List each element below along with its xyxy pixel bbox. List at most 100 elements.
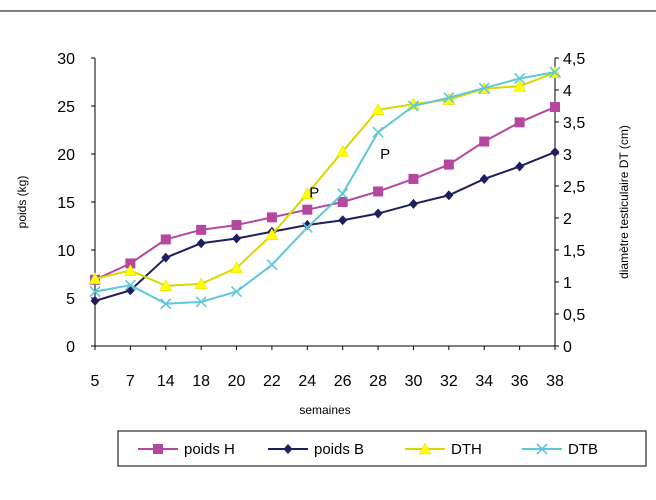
data-point-dtb (301, 222, 313, 234)
data-point-dtb (514, 72, 526, 85)
data-point-poids-h (266, 212, 277, 223)
x-marker-stroke (124, 279, 136, 291)
y-left-tick-label: 10 (57, 243, 75, 260)
y-right-tick-label: 4 (563, 83, 572, 100)
x-axis-title: semaines (299, 403, 350, 417)
x-tick-label: 38 (546, 373, 564, 390)
x-tick-label: 32 (440, 373, 458, 390)
y-left-tick-label: 0 (66, 339, 75, 356)
y-left-tick-label: 25 (57, 99, 75, 116)
data-point-poids-h (408, 173, 419, 184)
data-point-dth (513, 79, 527, 92)
x-tick-label: 18 (192, 373, 210, 390)
x-tick-label: 28 (369, 373, 387, 390)
legend-label: DTH (451, 441, 482, 458)
legend-label: poids H (184, 441, 235, 458)
data-point-poids-b (550, 147, 560, 158)
legend-label: poids B (314, 441, 364, 458)
data-point-poids-b (196, 238, 206, 249)
legend-swatch-marker (153, 444, 163, 454)
series-line-poids-b (94, 151, 556, 302)
data-point-dtb (195, 296, 207, 308)
y-left-tick-label: 30 (57, 51, 75, 68)
x-tick-label: 26 (334, 373, 352, 390)
y-right-tick-label: 0,5 (563, 307, 585, 324)
data-point-dth (300, 187, 314, 199)
data-point-poids-b (161, 252, 171, 263)
data-point-dth (265, 228, 279, 240)
data-point-poids-h (373, 186, 384, 197)
legend-item-dth: DTH (405, 441, 482, 458)
data-point-poids-h (479, 136, 490, 147)
x-marker-stroke (89, 286, 101, 298)
y-right-tick-label: 2 (563, 211, 572, 228)
series-dtb (89, 66, 561, 310)
y-left-tick-label: 5 (66, 291, 75, 308)
legend-item-poids-b: poids B (268, 441, 364, 458)
legend-label: DTB (568, 441, 598, 458)
legend-item-poids-h: poids H (138, 441, 235, 458)
y-right-tick-label: 3,5 (563, 115, 585, 132)
y-right-tick-label: 1 (563, 275, 572, 292)
x-tick-label: 14 (157, 373, 175, 390)
x-marker-stroke (536, 443, 548, 455)
series-poids-b (90, 147, 560, 306)
data-point-poids-b (338, 215, 348, 226)
x-marker-stroke (372, 126, 384, 138)
data-point-poids-h (337, 197, 348, 207)
x-marker-stroke (195, 296, 207, 308)
data-point-poids-h (160, 234, 171, 245)
data-point-dth (371, 103, 385, 116)
x-marker-stroke (337, 188, 349, 200)
y-right-tick-label: 4,5 (563, 51, 585, 68)
data-point-poids-h (302, 204, 313, 215)
y-right-tick-label: 2,5 (563, 179, 585, 196)
series-line-dtb (94, 71, 556, 305)
y-axis-left-title: poids (kg) (15, 176, 29, 229)
data-point-dth (336, 144, 350, 157)
legend-swatch-marker (418, 442, 432, 455)
x-tick-label: 5 (91, 373, 100, 390)
y-right-tick-label: 0 (563, 339, 572, 356)
data-point-poids-h (125, 258, 136, 269)
x-tick-label: 7 (126, 373, 135, 390)
data-point-dtb (372, 126, 384, 138)
y-right-tick-label: 1,5 (563, 243, 585, 260)
x-marker-stroke (301, 222, 313, 234)
data-point-poids-h (196, 224, 207, 235)
x-tick-label: 20 (228, 373, 246, 390)
data-point-dtb (549, 66, 561, 78)
legend-swatch-marker (283, 444, 293, 454)
x-tick-label: 22 (263, 373, 281, 390)
data-point-poids-b (373, 208, 383, 219)
x-tick-label: 34 (475, 373, 493, 390)
data-point-poids-h (231, 220, 242, 231)
data-point-dtb (478, 82, 490, 94)
y-left-tick-label: 15 (57, 195, 75, 212)
data-point-poids-h (514, 117, 525, 128)
x-marker-stroke (266, 259, 278, 271)
series-poids-h (90, 101, 560, 285)
x-marker-stroke (407, 100, 420, 112)
data-point-poids-b (302, 220, 312, 231)
x-marker-stroke (549, 66, 561, 78)
x-marker-stroke (230, 286, 243, 298)
data-point-dtb (337, 188, 349, 200)
annotation-label: P (380, 146, 390, 163)
data-point-dth (230, 261, 243, 274)
x-tick-label: 30 (405, 373, 423, 390)
legend-item-dtb: DTB (522, 441, 598, 458)
data-point-dtb (443, 92, 455, 104)
data-point-dtb (266, 259, 278, 271)
data-point-poids-b (479, 173, 489, 184)
x-marker-stroke (514, 72, 526, 85)
data-point-dth (88, 272, 102, 285)
data-point-dth (123, 263, 137, 276)
x-marker-stroke (160, 298, 172, 310)
legend-swatch-marker (536, 443, 548, 455)
series-layer (88, 66, 562, 310)
data-point-poids-b (90, 295, 100, 306)
annotation-label: P (309, 184, 319, 201)
data-point-dtb (160, 298, 172, 310)
